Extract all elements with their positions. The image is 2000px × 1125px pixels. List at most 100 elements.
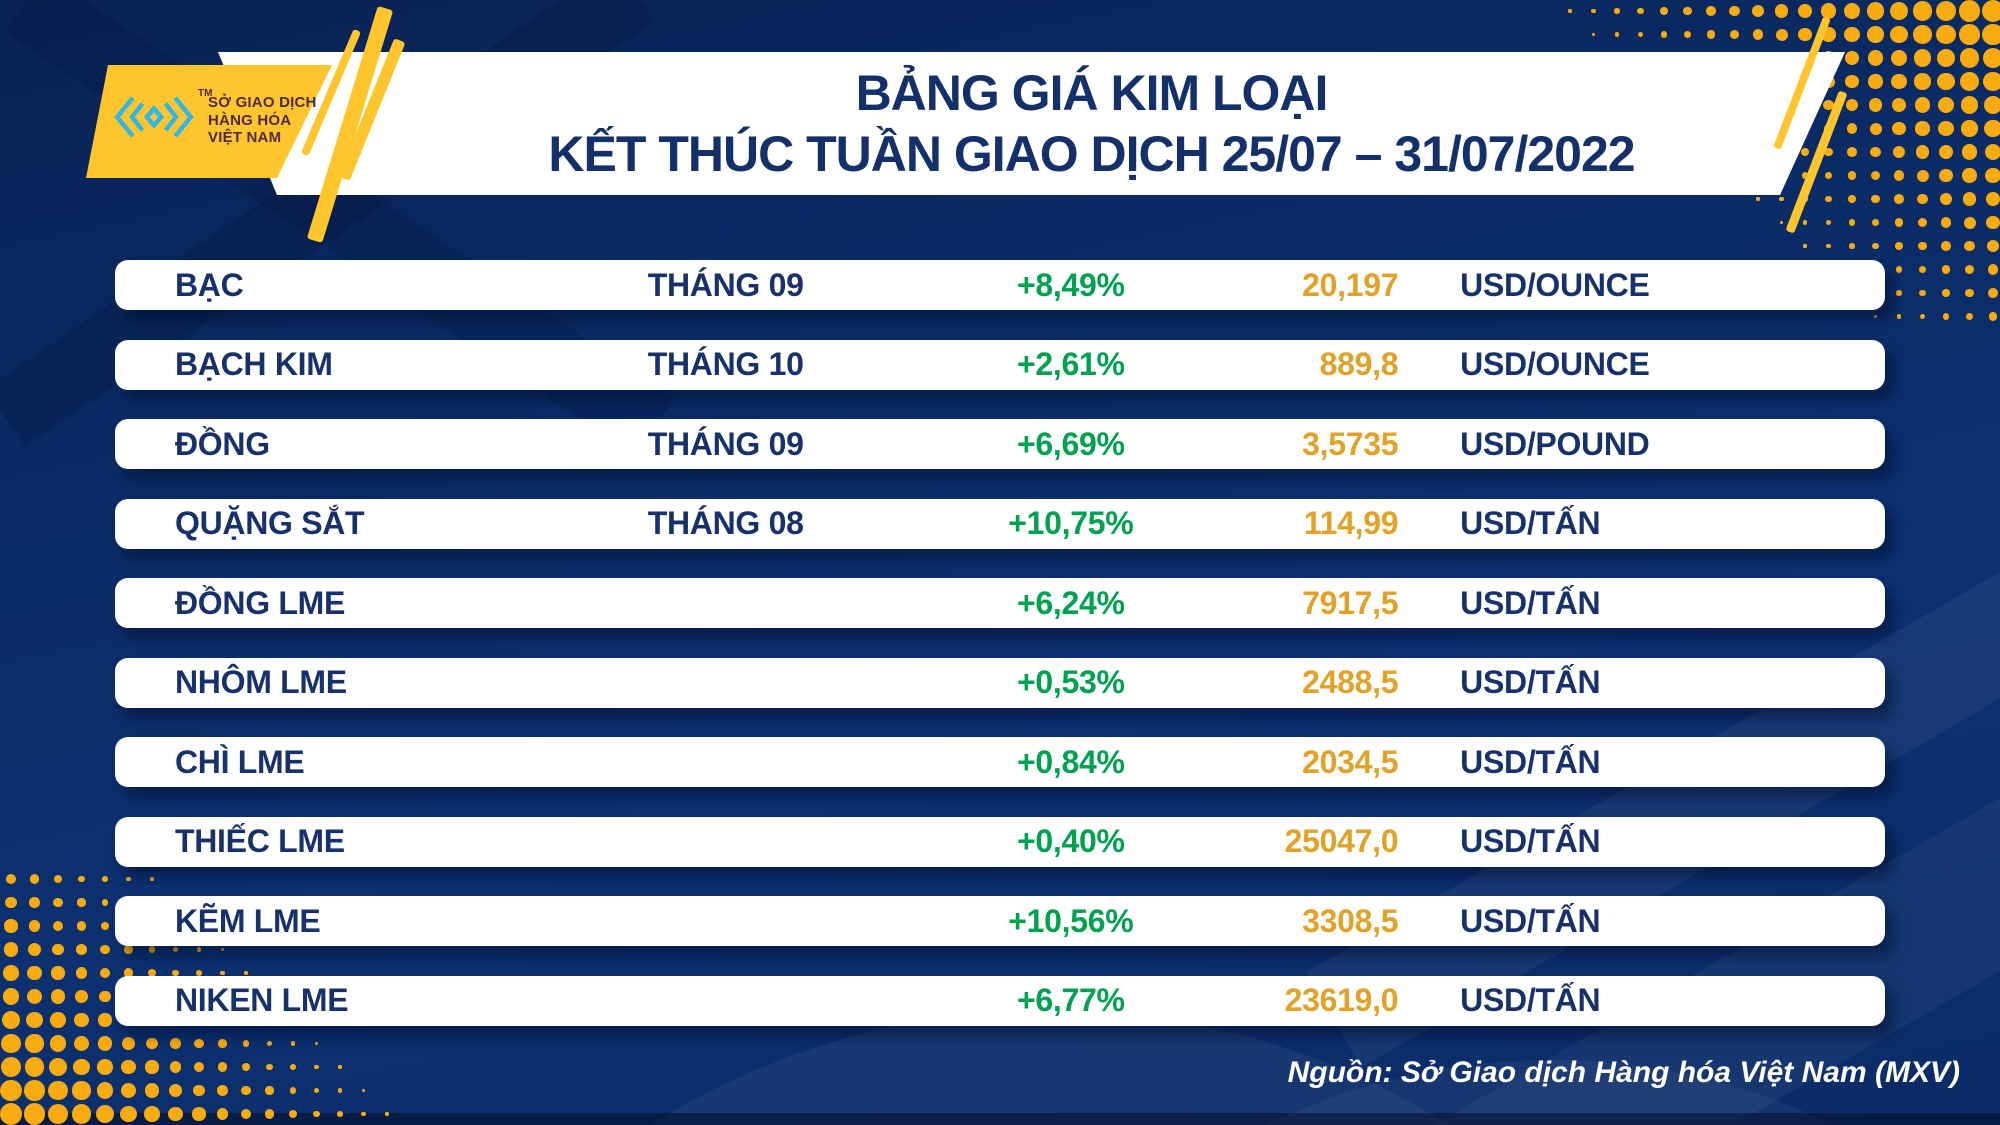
- halftone-dot: [1873, 314, 1878, 319]
- halftone-dot: [1964, 264, 1975, 275]
- table-row: BẠC THÁNG 09 +8,49% 20,197 USD/OUNCE: [115, 260, 1885, 310]
- page-subtitle: KẾT THÚC TUẦN GIAO DỊCH 25/07 – 31/07/20…: [548, 125, 1635, 182]
- contract-month: THÁNG 08: [647, 505, 804, 541]
- commodity-name: KẼM LME: [175, 902, 321, 939]
- halftone-dot: [1891, 97, 1907, 113]
- price-value: 889,8: [1319, 346, 1399, 382]
- price-unit: USD/TẤN: [1460, 505, 1601, 541]
- halftone-dot: [144, 1106, 160, 1122]
- halftone-dot: [1919, 313, 1926, 320]
- halftone-dot: [76, 944, 87, 955]
- halftone-dot: [266, 1063, 273, 1071]
- halftone-dot: [1614, 32, 1620, 37]
- halftone-dot: [1984, 119, 2000, 138]
- halftone-dot: [168, 1083, 183, 1098]
- halftone-dot: [1941, 241, 1951, 251]
- halftone-dot: [51, 966, 65, 980]
- halftone-dot: [121, 1036, 136, 1051]
- halftone-dot: [220, 970, 225, 976]
- halftone-dot: [1914, 73, 1931, 90]
- halftone-dot: [97, 1059, 113, 1075]
- price-unit: USD/TẤN: [1460, 743, 1601, 780]
- halftone-dot: [99, 967, 111, 979]
- halftone-dot: [3, 965, 19, 981]
- commodity-name: THIẾC LME: [175, 823, 345, 859]
- halftone-dot: [52, 920, 64, 932]
- halftone-dot: [1848, 195, 1856, 203]
- halftone-dot: [1964, 240, 1975, 252]
- halftone-dot: [1960, 72, 1979, 91]
- halftone-dot: [1848, 219, 1856, 226]
- mxv-logo-text: SỞ GIAO DỊCH HÀNG HÓA VIỆT NAM: [208, 94, 328, 147]
- price-unit: USD/TẤN: [1460, 982, 1601, 1018]
- halftone-dot: [27, 965, 42, 981]
- halftone-dot: [48, 1057, 67, 1076]
- halftone-dot: [1895, 242, 1903, 250]
- halftone-dot: [290, 1064, 296, 1070]
- halftone-dot: [313, 1087, 320, 1094]
- halftone-dot: [338, 1065, 342, 1069]
- halftone-dot: [148, 946, 156, 953]
- halftone-dot: [244, 971, 248, 975]
- halftone-dot: [241, 1085, 251, 1096]
- halftone-dot: [193, 1061, 205, 1073]
- weekly-change: +0,40%: [1016, 823, 1125, 859]
- price-unit: USD/TẤN: [1460, 902, 1601, 939]
- halftone-dot: [100, 944, 110, 955]
- halftone-dot: [1982, 0, 2000, 22]
- halftone-dot: [49, 1035, 67, 1052]
- halftone-dot: [50, 989, 66, 1004]
- commodity-name: CHÌ LME: [175, 743, 305, 780]
- price-value: 7917,5: [1302, 584, 1399, 621]
- halftone-dot: [172, 969, 179, 977]
- halftone-dot: [1937, 96, 1955, 114]
- halftone-dot: [1845, 74, 1859, 89]
- halftone-dot: [1965, 312, 1974, 321]
- table-row: QUẶNG SẮT THÁNG 08 +10,75% 114,99 USD/TẤ…: [115, 498, 1885, 549]
- halftone-dot: [145, 1060, 159, 1074]
- halftone-dot: [76, 921, 87, 931]
- halftone-dot: [1988, 312, 1998, 321]
- halftone-dot: [1963, 216, 1976, 229]
- halftone-dot: [77, 898, 86, 907]
- halftone-dot: [96, 1082, 114, 1099]
- halftone-dot: [217, 1085, 228, 1096]
- halftone-dot: [1871, 218, 1880, 227]
- halftone-dot: [168, 1106, 183, 1122]
- halftone-dot: [72, 1081, 91, 1100]
- mxv-org-line: SỞ GIAO DỊCH: [208, 94, 317, 111]
- trademark-symbol: TM: [198, 88, 213, 99]
- halftone-dot: [71, 1104, 92, 1124]
- halftone-dot: [124, 945, 133, 954]
- halftone-dot: [1774, 4, 1789, 18]
- halftone-dot: [1802, 220, 1808, 225]
- price-value: 25047,0: [1284, 823, 1399, 859]
- halftone-dot: [1893, 170, 1905, 181]
- halftone-dot: [1729, 29, 1740, 40]
- halftone-dot: [1941, 265, 1951, 274]
- halftone-dot: [1846, 99, 1858, 111]
- page-title: BẢNG GIÁ KIM LOẠI: [855, 64, 1328, 121]
- halftone-dot: [264, 1109, 275, 1119]
- halftone-dot: [1825, 219, 1832, 226]
- halftone-dot: [1775, 28, 1788, 41]
- halftone-dot: [1895, 266, 1903, 273]
- halftone-dot: [1, 1010, 20, 1029]
- halftone-dot: [1870, 146, 1881, 158]
- source-credit: Nguồn: Sở Giao dịch Hàng hóa Việt Nam (M…: [1287, 1056, 1960, 1089]
- halftone-dot: [1872, 242, 1879, 250]
- halftone-dot: [1913, 49, 1932, 67]
- price-unit: USD/TẤN: [1460, 584, 1601, 621]
- halftone-dot: [313, 1110, 320, 1118]
- table-row: ĐỒNG THÁNG 09 +6,69% 3,5735 USD/POUND: [115, 419, 1885, 469]
- halftone-dot: [1869, 122, 1882, 135]
- halftone-dot: [1849, 243, 1855, 249]
- halftone-dot: [385, 1112, 389, 1116]
- halftone-dot: [361, 1111, 366, 1117]
- weekly-change: +8,49%: [1016, 266, 1125, 303]
- halftone-dot: [218, 1039, 227, 1048]
- halftone-dot: [196, 947, 202, 952]
- halftone-dot: [48, 1080, 68, 1101]
- halftone-dot: [170, 1038, 181, 1049]
